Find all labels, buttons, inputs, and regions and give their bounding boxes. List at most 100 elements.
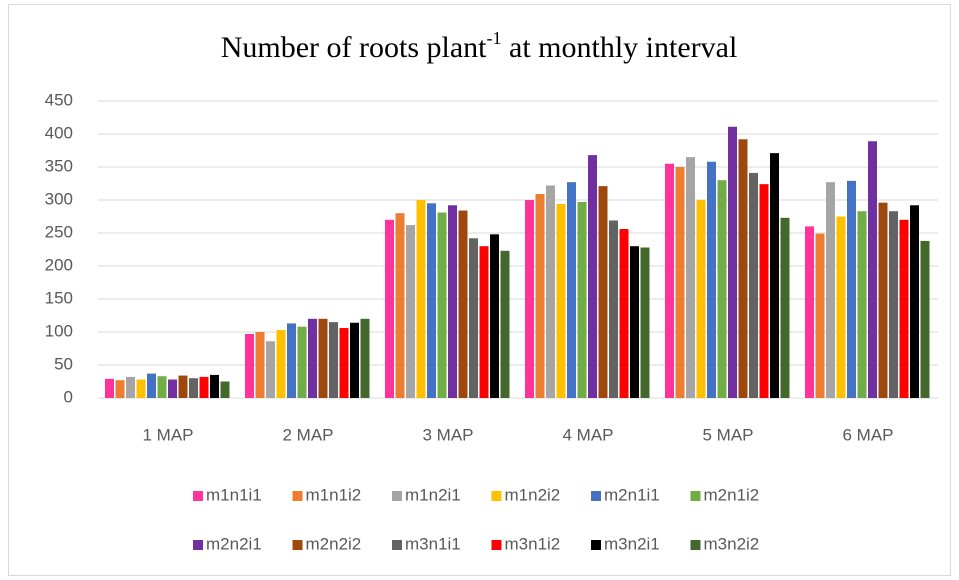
legend-swatch — [292, 491, 303, 501]
bar — [805, 226, 814, 398]
legend-label: m3n2i1 — [604, 534, 660, 553]
legend-swatch — [690, 540, 701, 550]
y-tick-label: 100 — [45, 321, 73, 340]
legend-label: m2n2i2 — [306, 534, 362, 553]
legend-label: m2n1i2 — [704, 485, 760, 504]
bar — [297, 326, 307, 398]
bar — [630, 246, 639, 398]
x-tick-label: 3 MAP — [422, 425, 473, 444]
bar — [136, 379, 146, 398]
bar — [556, 203, 566, 398]
y-tick-label: 200 — [45, 255, 73, 274]
bar — [147, 373, 156, 398]
y-tick-label: 400 — [45, 123, 73, 142]
bar — [266, 341, 275, 398]
bar — [717, 180, 727, 398]
bar — [255, 332, 265, 398]
bar — [199, 376, 209, 398]
bar — [675, 167, 685, 398]
legend-label: m3n2i2 — [704, 534, 760, 553]
y-tick-label: 50 — [54, 354, 73, 373]
legend-swatch — [193, 491, 203, 501]
legend-label: m1n1i1 — [206, 485, 262, 504]
bar — [210, 374, 219, 398]
chart-title: Number of roots plant-1 at monthly inter… — [221, 28, 738, 64]
bar — [329, 322, 338, 398]
bar — [868, 141, 877, 398]
bar — [500, 250, 510, 398]
legend-swatch — [392, 540, 402, 550]
y-tick-label: 0 — [64, 387, 73, 406]
legend-swatch — [392, 491, 402, 501]
bar — [878, 202, 888, 398]
bar — [469, 238, 478, 398]
bar — [899, 219, 909, 398]
bar — [189, 378, 198, 398]
bar — [707, 161, 716, 398]
bar — [458, 210, 468, 398]
bar — [686, 157, 695, 398]
bar — [416, 200, 426, 398]
legend-label: m2n2i1 — [206, 534, 262, 553]
bar — [910, 205, 919, 398]
legend-swatch — [491, 540, 502, 550]
bar — [350, 322, 359, 398]
legend-label: m3n1i1 — [405, 534, 461, 553]
legend-swatch — [491, 491, 502, 501]
x-tick-label: 4 MAP — [562, 425, 613, 444]
bar — [728, 126, 737, 399]
bar — [126, 376, 135, 398]
legend-label: m1n2i1 — [405, 485, 461, 504]
bar — [276, 330, 286, 398]
bar — [490, 234, 499, 398]
bar — [567, 182, 576, 398]
bar — [770, 153, 779, 398]
y-tick-label: 150 — [45, 288, 73, 307]
x-tick-label: 5 MAP — [702, 425, 753, 444]
title-main: Number of roots plant — [221, 31, 487, 64]
bar — [479, 246, 489, 398]
bar — [815, 233, 825, 398]
bar — [889, 211, 898, 398]
bar — [157, 376, 167, 398]
bar — [759, 184, 769, 398]
bar — [339, 328, 349, 398]
bar — [598, 186, 608, 398]
bar — [535, 194, 545, 398]
bar — [448, 205, 457, 398]
bar — [437, 212, 447, 398]
bar — [360, 318, 370, 398]
legend-swatch — [193, 540, 203, 550]
bar — [696, 200, 706, 398]
bar — [640, 247, 650, 398]
legend-swatch — [292, 540, 303, 550]
bar — [738, 139, 748, 398]
bar — [168, 379, 177, 398]
bar — [577, 201, 587, 398]
y-tick-label: 250 — [45, 222, 73, 241]
bar — [385, 219, 394, 398]
bar — [105, 378, 114, 398]
bar — [920, 240, 930, 398]
y-tick-label: 300 — [45, 189, 73, 208]
legend-swatch — [591, 540, 601, 550]
bar — [318, 318, 328, 398]
y-tick-label: 450 — [45, 90, 73, 109]
bar — [836, 216, 846, 398]
x-tick-label: 6 MAP — [842, 425, 893, 444]
bar — [826, 182, 835, 398]
bar — [178, 375, 188, 398]
bar — [609, 220, 618, 398]
bar — [665, 163, 674, 398]
legend-label: m1n2i2 — [505, 485, 561, 504]
x-tick-label: 2 MAP — [282, 425, 333, 444]
bar — [308, 318, 317, 398]
bar — [115, 380, 125, 398]
title-superscript: -1 — [487, 28, 502, 48]
bar — [220, 381, 230, 398]
bar — [857, 211, 867, 398]
bar — [619, 229, 629, 398]
bar — [749, 172, 758, 398]
legend-label: m3n1i2 — [505, 534, 561, 553]
